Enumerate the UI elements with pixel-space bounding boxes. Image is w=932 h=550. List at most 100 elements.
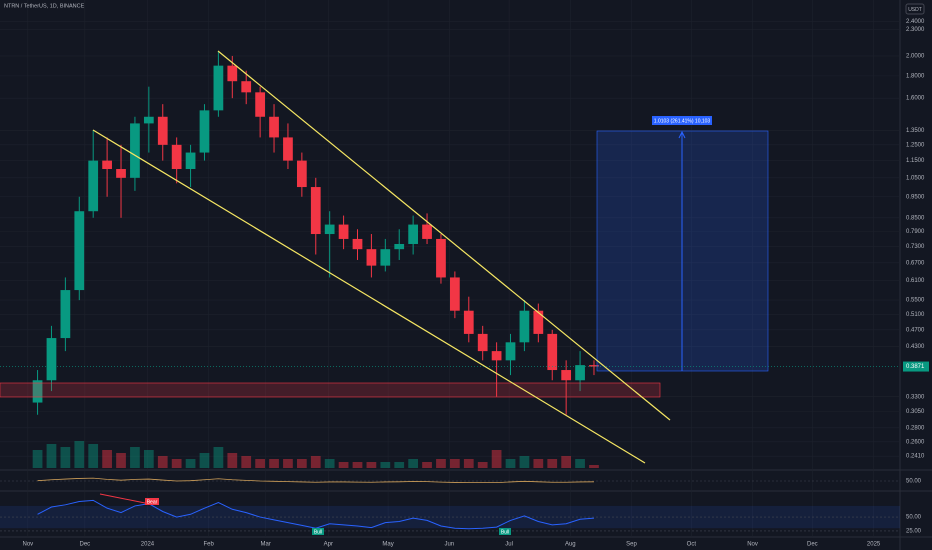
candle-body xyxy=(143,116,154,124)
y-tick-label: 0.5100 xyxy=(906,312,925,318)
candle-body xyxy=(213,65,224,111)
candle-body xyxy=(547,333,558,371)
candle-body xyxy=(130,123,140,178)
candle-body xyxy=(450,277,460,311)
volume-bar xyxy=(60,447,71,468)
candle-body xyxy=(32,380,43,403)
osc-line xyxy=(37,477,594,483)
candle-body xyxy=(436,238,446,278)
divergence-line xyxy=(99,493,151,505)
y-tick-label: 1.1500 xyxy=(906,158,925,164)
volume-bar xyxy=(491,450,502,468)
projection-label: 1.0103 (261.41%) 10,103 xyxy=(654,118,711,124)
volume-bar xyxy=(519,456,530,468)
candle-body xyxy=(533,310,544,334)
y-tick-label: 1.8000 xyxy=(906,73,925,79)
volume-bar xyxy=(575,459,585,468)
price-label: 0.3871 xyxy=(906,364,925,370)
candle-body xyxy=(157,116,168,145)
volume-bar xyxy=(130,447,140,468)
volume-bar xyxy=(157,456,168,468)
y-tick-label: 1.0500 xyxy=(906,175,925,181)
volume-bar xyxy=(338,462,349,468)
y-tick-label: 0.8500 xyxy=(906,215,925,221)
y-tick-label: 0.6100 xyxy=(906,278,925,284)
candle-body xyxy=(199,110,210,153)
y-tick-label: 1.6000 xyxy=(906,96,925,102)
bull-tag xyxy=(312,528,324,535)
x-tick-label: Mar xyxy=(261,542,271,548)
x-tick-label: Dec xyxy=(80,542,91,548)
candle-body xyxy=(227,65,238,82)
y-tick-label: 0.2410 xyxy=(906,454,925,460)
volume-bar xyxy=(199,453,210,468)
candle-body xyxy=(74,211,85,291)
support-zone xyxy=(0,382,661,398)
volume-bar xyxy=(32,450,43,468)
candle-body xyxy=(241,81,252,93)
volume-bar xyxy=(352,462,363,468)
volume-bar xyxy=(589,465,599,468)
volume-bar xyxy=(422,462,432,468)
price-tag xyxy=(903,361,929,372)
y-tick-label: 2.0000 xyxy=(906,54,925,60)
y-tick-label: 0.2600 xyxy=(906,439,925,445)
y-tick-label: 1.3500 xyxy=(906,128,925,134)
volume-bar xyxy=(185,459,196,468)
x-tick-label: 2025 xyxy=(867,542,881,548)
volume-bar xyxy=(533,459,544,468)
x-tick-label: Feb xyxy=(203,542,214,548)
projection-tag xyxy=(652,116,712,125)
y-tick-label: 0.4700 xyxy=(906,327,925,333)
candle-body xyxy=(352,238,363,250)
arrow-head xyxy=(678,130,686,139)
candle-body xyxy=(116,169,126,178)
volume-bar xyxy=(310,456,321,468)
y-tick-label: 25.00 xyxy=(906,529,922,535)
x-tick-label: Nov xyxy=(747,542,758,548)
x-tick-label: Oct xyxy=(687,542,697,548)
candle-body xyxy=(269,116,279,138)
volume-bar xyxy=(255,459,265,468)
candle-body xyxy=(102,160,112,170)
candle-body xyxy=(88,160,99,212)
bear-tag xyxy=(145,498,159,505)
signal-label: Bull xyxy=(314,529,322,535)
volume-bar xyxy=(283,459,293,468)
volume-bar xyxy=(561,456,572,468)
volume-bar xyxy=(296,459,307,468)
volume-bar xyxy=(269,459,279,468)
volume-bar xyxy=(477,462,488,468)
volume-bar xyxy=(380,462,391,468)
candle-body xyxy=(491,351,502,361)
y-tick-label: 50.00 xyxy=(906,515,922,521)
candle-body xyxy=(338,224,349,239)
volume-bar xyxy=(213,447,224,468)
volume-bar xyxy=(46,444,57,468)
candle-body xyxy=(310,187,321,235)
signal-label: Bear xyxy=(147,499,158,505)
y-tick-label: 0.7900 xyxy=(906,229,925,235)
y-tick-label: 50.00 xyxy=(906,479,922,485)
candle-body xyxy=(505,342,516,361)
chart-title: NTRN / TetherUS, 1D, BINANCE xyxy=(4,3,85,9)
currency-box xyxy=(905,3,925,15)
volume-bar xyxy=(143,450,154,468)
volume-bar xyxy=(408,459,419,468)
volume-bar xyxy=(463,459,474,468)
x-tick-label: 2024 xyxy=(141,542,155,548)
volume-bar xyxy=(88,444,99,468)
volume-bar xyxy=(116,453,126,468)
y-tick-label: 0.6700 xyxy=(906,260,925,266)
bull-tag xyxy=(499,528,511,535)
price-axis xyxy=(900,0,932,550)
y-tick-label: 0.4300 xyxy=(906,344,925,350)
candle-body xyxy=(463,310,474,334)
candle-body xyxy=(46,338,57,381)
y-tick-label: 0.2800 xyxy=(906,425,925,431)
x-tick-label: Aug xyxy=(565,542,576,548)
y-tick-label: 0.3050 xyxy=(906,409,925,415)
x-tick-label: Nov xyxy=(22,542,33,548)
